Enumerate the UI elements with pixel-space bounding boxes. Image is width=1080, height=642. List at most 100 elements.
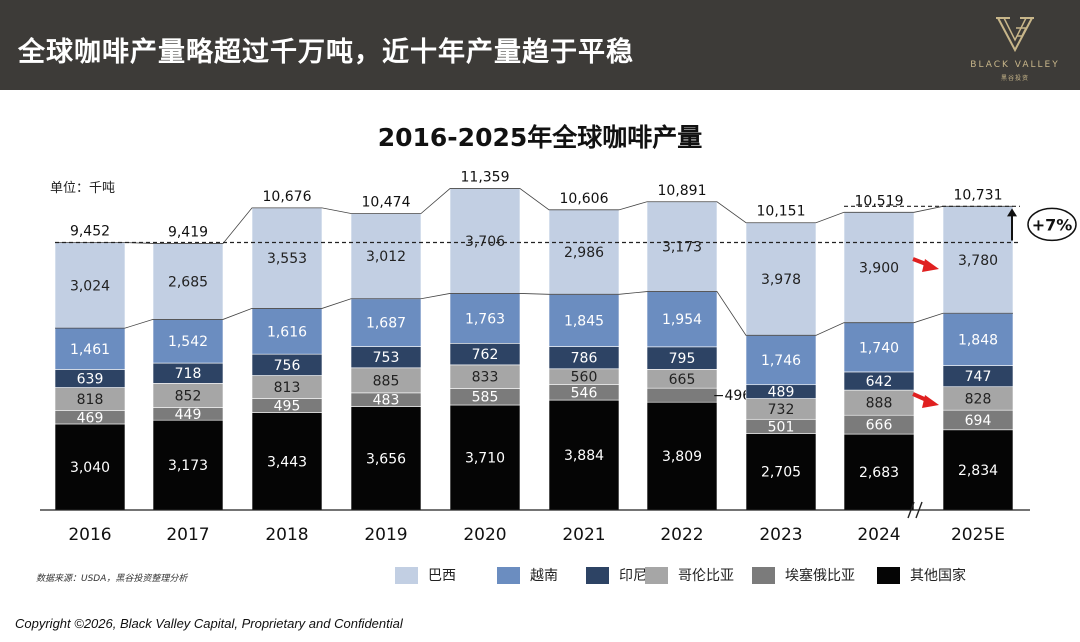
- bar-others-2022: [646, 401, 718, 511]
- logo-subtitle: 黑谷投资: [1000, 75, 1029, 82]
- bar-brazil-2020: [449, 188, 521, 294]
- bar-vietnam-2019: [350, 298, 422, 347]
- brazil-boundary-line: [55, 291, 1013, 336]
- x-tick-label-2016: 2016: [68, 525, 111, 545]
- data-label-indonesia-2022: 795: [669, 351, 696, 367]
- data-label-colombia-2021: 560: [571, 370, 598, 386]
- data-label-colombia-2025E: 828: [965, 391, 992, 407]
- data-label-ethiopia-2023: 501: [768, 419, 795, 435]
- bar-colombia-2024: [843, 389, 915, 416]
- growth-arrow-head-icon: [1007, 208, 1017, 217]
- data-label-vietnam-2025E: 1,848: [958, 332, 998, 348]
- legend-swatch-others: [877, 566, 900, 584]
- data-label-vietnam-2023: 1,746: [761, 353, 801, 369]
- data-label-brazil-2016: 3,024: [70, 278, 110, 294]
- legend-swatch-brazil: [395, 566, 418, 584]
- unit-label: 单位：千吨: [50, 181, 116, 196]
- data-label-colombia-2022: 665: [669, 372, 696, 388]
- header-bar: 全球咖啡产量略超过千万吨，近十年产量趋于平稳 BLACK VALLEY 黑谷投资: [0, 0, 1080, 90]
- data-label-brazil-2017: 2,685: [168, 274, 208, 290]
- bar-vietnam-2020: [449, 293, 521, 344]
- data-label-ethiopia-2021: 546: [571, 385, 598, 401]
- x-tick-label-2024: 2024: [857, 525, 900, 545]
- data-label-vietnam-2021: 1,845: [564, 313, 604, 329]
- data-label-others-2023: 2,705: [761, 465, 801, 481]
- legend-item-colombia: 哥伦比亚: [645, 564, 734, 586]
- data-label-ethiopia-2022: −496: [713, 388, 752, 404]
- bar-vietnam-2025E: [942, 312, 1014, 366]
- data-label-colombia-2018: 813: [274, 380, 301, 396]
- data-label-others-2019: 3,656: [366, 451, 406, 467]
- legend-swatch-indonesia: [586, 566, 609, 584]
- stacked-bar-chart: 3,040 469 818 639 1,461 3,024 9,452 2016 3,173 44…: [40, 170, 1077, 545]
- legend-label-others: 其他国家: [910, 568, 966, 584]
- bar-brazil-2021: [548, 209, 620, 295]
- source-note: 数据来源：USDA，黑谷投资整理分析: [36, 574, 188, 584]
- data-label-ethiopia-2017: 449: [175, 407, 202, 423]
- data-label-brazil-2022: 3,173: [662, 240, 702, 256]
- data-label-vietnam-2022: 1,954: [662, 312, 702, 328]
- data-label-others-2021: 3,884: [564, 448, 604, 464]
- data-label-colombia-2020: 833: [472, 370, 499, 386]
- legend-label-colombia: 哥伦比亚: [678, 568, 734, 584]
- logo-name: BLACK VALLEY: [970, 60, 1060, 70]
- data-label-others-2025E: 2,834: [958, 463, 998, 479]
- total-trend-line: [55, 188, 1013, 244]
- total-label-2017: 9,419: [168, 224, 208, 240]
- data-label-others-2020: 3,710: [465, 451, 505, 467]
- bar-vietnam-2018: [251, 308, 323, 355]
- data-label-indonesia-2020: 762: [472, 347, 499, 363]
- data-label-brazil-2025E: 3,780: [958, 253, 998, 269]
- legend-label-brazil: 巴西: [428, 568, 456, 584]
- axis-break-mark-2: [915, 501, 923, 519]
- x-tick-label-2022: 2022: [660, 525, 703, 545]
- legend-item-indonesia: 印尼: [586, 564, 647, 586]
- legend-label-ethiopia: 埃塞俄比亚: [785, 568, 855, 584]
- legend-item-brazil: 巴西: [395, 564, 456, 586]
- data-label-ethiopia-2020: 585: [472, 390, 499, 406]
- data-label-colombia-2019: 885: [373, 373, 400, 389]
- logo-mark-icon: [996, 17, 1034, 53]
- data-label-ethiopia-2025E: 694: [965, 413, 992, 429]
- black-valley-logo: BLACK VALLEY 黑谷投资: [960, 10, 1070, 85]
- data-label-vietnam-2018: 1,616: [267, 324, 307, 340]
- decline-arrow-colombia-head-icon: [922, 395, 939, 408]
- legend-item-ethiopia: 埃塞俄比亚: [752, 564, 855, 586]
- total-label-2019: 10,474: [362, 195, 411, 211]
- bar-vietnam-2024: [843, 322, 915, 373]
- data-label-ethiopia-2024: 666: [866, 418, 893, 434]
- total-label-2018: 10,676: [263, 189, 312, 205]
- data-label-indonesia-2023: 489: [768, 385, 795, 401]
- bar-vietnam-2017: [152, 319, 224, 364]
- data-label-brazil-2019: 3,012: [366, 249, 406, 265]
- bar-others-2016: [54, 423, 126, 511]
- axis-break-mark-1: [907, 501, 915, 519]
- total-label-2021: 10,606: [560, 191, 609, 207]
- bar-brazil-2017: [152, 243, 224, 320]
- data-label-vietnam-2016: 1,461: [70, 342, 110, 358]
- total-label-2022: 10,891: [658, 183, 707, 199]
- bar-ethiopia-2022: [646, 387, 718, 403]
- data-label-indonesia-2025E: 747: [965, 369, 992, 385]
- x-tick-label-2023: 2023: [759, 525, 802, 545]
- data-label-ethiopia-2019: 483: [373, 393, 400, 409]
- bar-others-2018: [251, 412, 323, 511]
- data-label-others-2024: 2,683: [859, 465, 899, 481]
- legend-swatch-ethiopia: [752, 566, 775, 584]
- legend-item-vietnam: 越南: [497, 564, 558, 586]
- data-label-vietnam-2019: 1,687: [366, 316, 406, 332]
- copyright-notice: Copyright ©2026, Black Valley Capital, P…: [15, 616, 403, 631]
- data-label-brazil-2024: 3,900: [859, 260, 899, 276]
- data-label-others-2017: 3,173: [168, 458, 208, 474]
- total-label-2016: 9,452: [70, 224, 110, 240]
- x-tick-label-2019: 2019: [364, 525, 407, 545]
- data-label-vietnam-2020: 1,763: [465, 311, 505, 327]
- data-label-others-2018: 3,443: [267, 454, 307, 470]
- data-label-others-2016: 3,040: [70, 460, 110, 476]
- bar-brazil-2023: [745, 222, 817, 336]
- data-label-colombia-2017: 852: [175, 388, 202, 404]
- x-tick-label-2018: 2018: [265, 525, 308, 545]
- x-tick-label-2020: 2020: [463, 525, 506, 545]
- data-label-indonesia-2018: 756: [274, 358, 301, 374]
- data-label-indonesia-2017: 718: [175, 366, 202, 382]
